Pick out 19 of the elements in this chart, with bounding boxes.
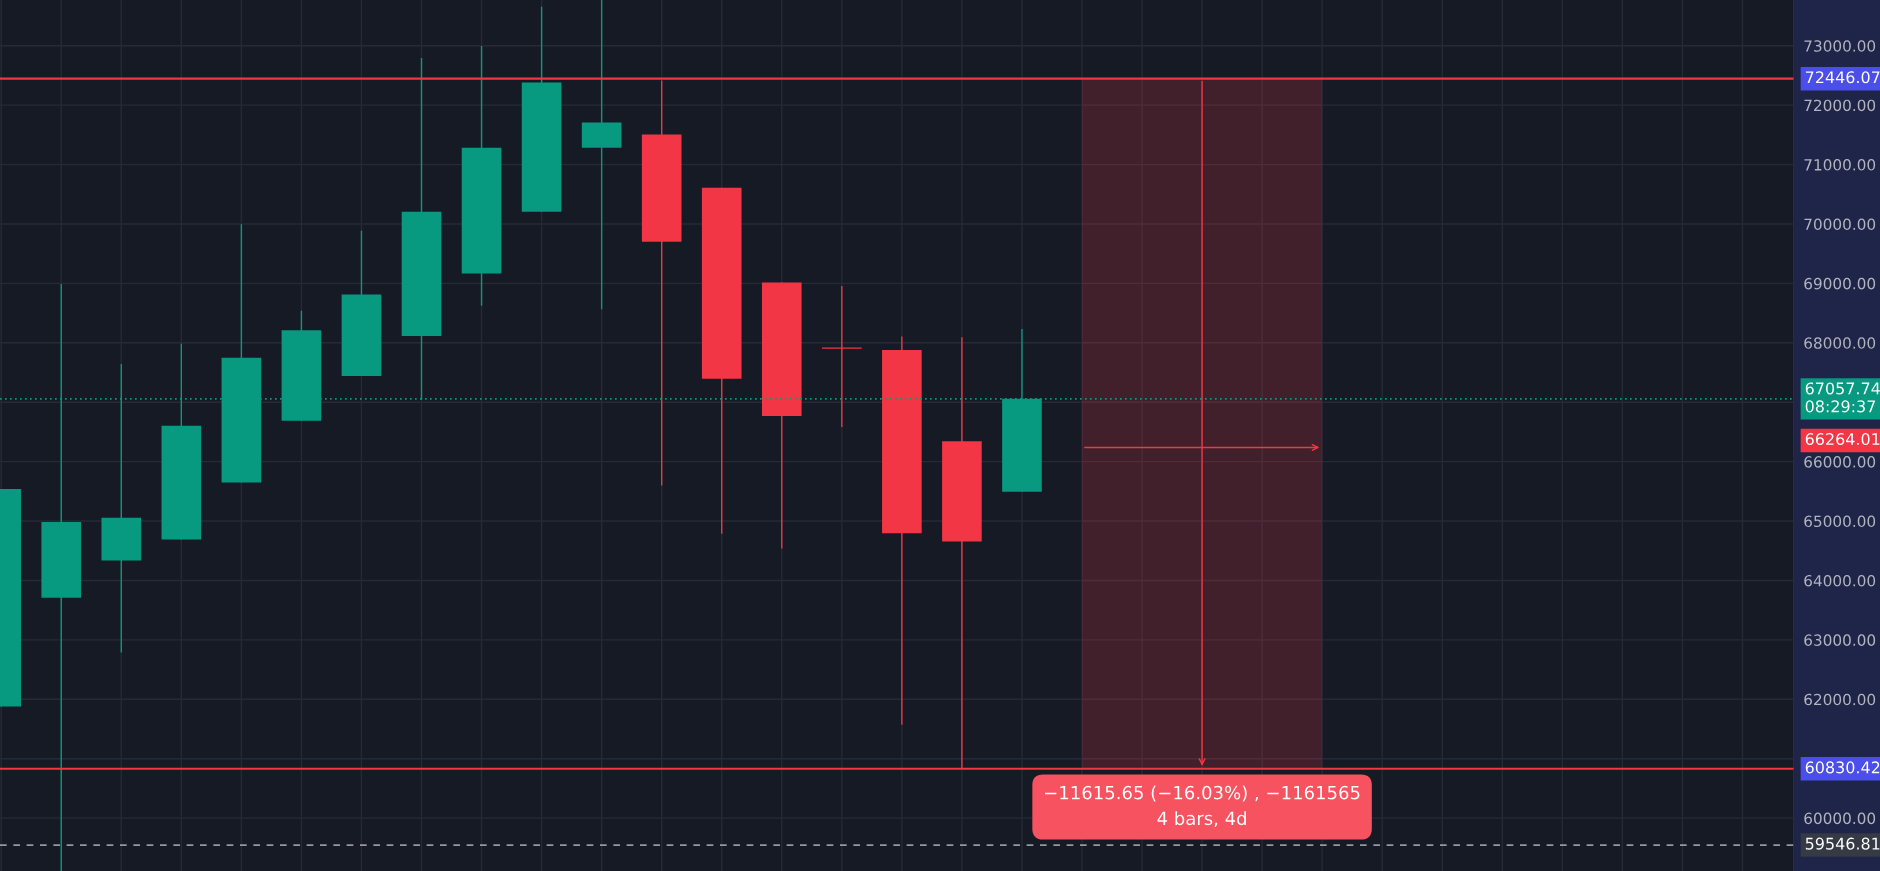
y-tick-label: 64000.00 — [1804, 574, 1876, 587]
y-tick-label: 63000.00 — [1804, 634, 1876, 646]
y-tick-label: 65000.00 — [1804, 515, 1876, 528]
y-tick-label: 71000.00 — [1804, 159, 1876, 171]
y-tick-label: 60000.00 — [1804, 812, 1876, 825]
y-tick-label: 69000.00 — [1804, 277, 1876, 290]
legend-label: −11615.65 (−16.03%) , −1161565 4 bars, 4d — [1045, 785, 1360, 827]
ref-line-label: 60830.42 — [1805, 761, 1880, 774]
y-tick-label: 73000.00 — [1804, 40, 1876, 52]
y-tick-label: 70000.00 — [1804, 218, 1876, 231]
ref-line-label: 67057.74 08:29:37 — [1805, 382, 1880, 413]
candlestick — [821, 285, 863, 428]
ref-line-label: 72446.07 — [1805, 71, 1880, 84]
y-tick-label: 68000.00 — [1804, 337, 1876, 349]
y-tick-label: 66000.00 — [1804, 456, 1876, 468]
text: 66264.01 — [1805, 433, 1880, 446]
ref-line-label: 59546.81 — [1805, 837, 1880, 850]
y-tick-label: 72000.00 — [1804, 99, 1876, 112]
y-tick-label: 62000.00 — [1804, 693, 1876, 706]
